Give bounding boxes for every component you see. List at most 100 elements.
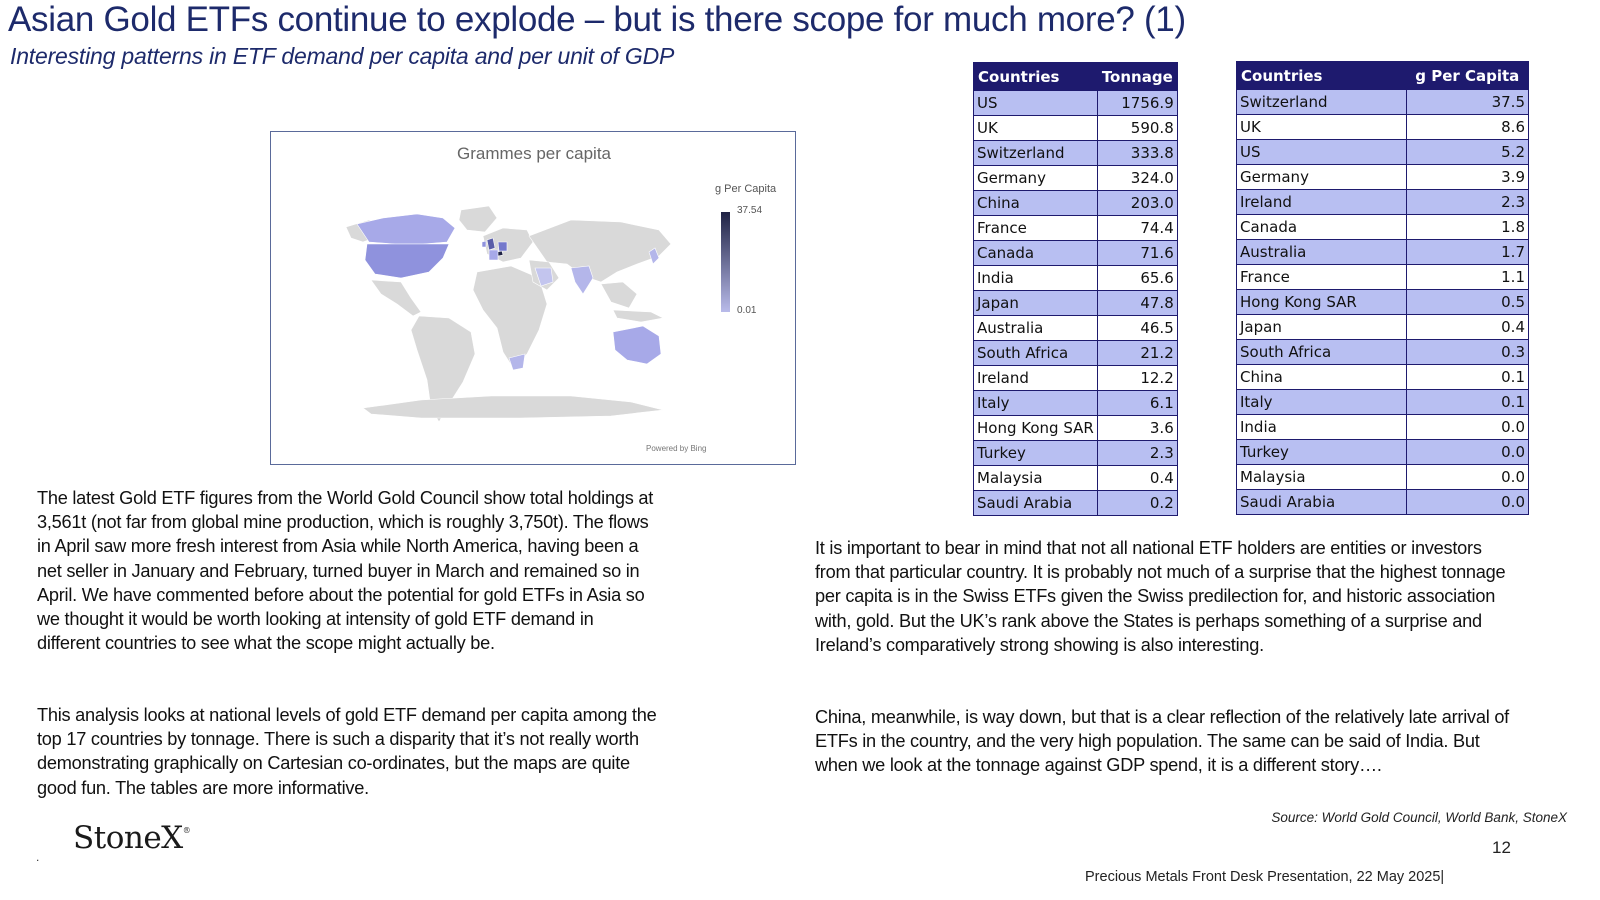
table-header-tonnage: Tonnage (1096, 62, 1178, 91)
country-cell: Switzerland (1236, 89, 1407, 115)
value-cell: 0.0 (1405, 439, 1530, 465)
country-cell: Australia (1236, 239, 1407, 265)
value-cell: 71.6 (1096, 240, 1178, 266)
stonex-logo: StoneX® (73, 820, 191, 856)
tonnage-table-row: France 74.4 (973, 215, 1178, 241)
tonnage-table-row: Italy 6.1 (973, 390, 1178, 416)
tonnage-table: Countries Tonnage US 1756.9 UK 590.8 Switzer… (973, 62, 1178, 516)
tonnage-table-row: US 1756.9 (973, 90, 1178, 116)
value-cell: 203.0 (1096, 190, 1178, 216)
legend-title: g Per Capita (715, 183, 777, 195)
per-capita-table-row: Saudi Arabia 0.0 (1236, 489, 1530, 515)
tonnage-table-row: China 203.0 (973, 190, 1178, 216)
tonnage-table-row: Japan 47.8 (973, 290, 1178, 316)
value-cell: 324.0 (1096, 165, 1178, 191)
value-cell: 333.8 (1096, 140, 1178, 166)
per-capita-table-row: Turkey 0.0 (1236, 439, 1530, 465)
value-cell: 0.0 (1405, 464, 1530, 490)
country-cell: Germany (1236, 164, 1407, 190)
value-cell: 0.3 (1405, 339, 1530, 365)
body-paragraph-left-2: This analysis looks at national levels o… (37, 705, 657, 798)
page-number: 12 (1492, 838, 1511, 857)
country-cell: US (973, 90, 1098, 116)
country-cell: Hong Kong SAR (973, 415, 1098, 441)
map-country-japan (648, 247, 660, 265)
value-cell: 0.0 (1405, 489, 1530, 515)
legend-max-label: 37.54 (737, 205, 763, 216)
country-cell: Japan (1236, 314, 1407, 340)
per-capita-table-row: Australia 1.7 (1236, 239, 1530, 265)
value-cell: 2.3 (1405, 189, 1530, 215)
table-header-row: Countries Tonnage (973, 62, 1178, 91)
table-header-g-per-capita: g Per Capita (1405, 61, 1530, 90)
map-country-canada (356, 213, 456, 245)
value-cell: 1756.9 (1096, 90, 1178, 116)
legend-min-label: 0.01 (737, 305, 757, 316)
body-paragraph-right-1: It is important to bear in mind that not… (815, 538, 1506, 655)
country-cell: Saudi Arabia (1236, 489, 1407, 515)
tonnage-table-row: Turkey 2.3 (973, 440, 1178, 466)
value-cell: 65.6 (1096, 265, 1178, 291)
per-capita-table-row: France 1.1 (1236, 264, 1530, 290)
tonnage-table-row: Hong Kong SAR 3.6 (973, 415, 1178, 441)
map-country-uk (486, 237, 496, 251)
map-country-australia (612, 325, 662, 365)
country-cell: Turkey (973, 440, 1098, 466)
map-country-ireland (481, 240, 487, 248)
tonnage-table-row: South Africa 21.2 (973, 340, 1178, 366)
value-cell: 37.5 (1405, 89, 1530, 115)
country-cell: Italy (973, 390, 1098, 416)
country-cell: South Africa (973, 340, 1098, 366)
table-header-countries: Countries (1236, 61, 1407, 90)
source-note: Source: World Gold Council, World Bank, … (1271, 810, 1567, 825)
map-country-france (488, 249, 499, 261)
logo-registered-mark: ® (182, 826, 191, 835)
value-cell: 2.3 (1096, 440, 1178, 466)
per-capita-table-row: Hong Kong SAR 0.5 (1236, 289, 1530, 315)
tonnage-table-row: Switzerland 333.8 (973, 140, 1178, 166)
per-capita-table-row: Japan 0.4 (1236, 314, 1530, 340)
per-capita-table-row: Switzerland 37.5 (1236, 89, 1530, 115)
country-cell: Ireland (973, 365, 1098, 391)
country-cell: Australia (973, 315, 1098, 341)
map-land-indonesia (612, 309, 664, 323)
value-cell: 46.5 (1096, 315, 1178, 341)
per-capita-table-row: Germany 3.9 (1236, 164, 1530, 190)
per-capita-table-row: Italy 0.1 (1236, 389, 1530, 415)
map-title: Grammes per capita (457, 144, 611, 163)
country-cell: Canada (1236, 214, 1407, 240)
body-paragraph-left-1: The latest Gold ETF figures from the Wor… (37, 488, 654, 654)
map-land-asia (528, 219, 672, 283)
page-subtitle: Interesting patterns in ETF demand per c… (10, 43, 675, 69)
country-cell: India (973, 265, 1098, 291)
table-header-countries: Countries (973, 62, 1098, 91)
value-cell: 0.0 (1405, 414, 1530, 440)
country-cell: Malaysia (973, 465, 1098, 491)
map-land-southeast-asia (600, 281, 638, 309)
tonnage-table-row: Germany 324.0 (973, 165, 1178, 191)
tonnage-table-row: Australia 46.5 (973, 315, 1178, 341)
per-capita-table-row: South Africa 0.3 (1236, 339, 1530, 365)
value-cell: 0.1 (1405, 389, 1530, 415)
value-cell: 3.9 (1405, 164, 1530, 190)
value-cell: 1.1 (1405, 264, 1530, 290)
tonnage-table-row: India 65.6 (973, 265, 1178, 291)
value-cell: 1.8 (1405, 214, 1530, 240)
body-paragraph-right-2: China, meanwhile, is way down, but that … (815, 707, 1509, 776)
tonnage-table-row: Saudi Arabia 0.2 (973, 490, 1178, 516)
value-cell: 1.7 (1405, 239, 1530, 265)
value-cell: 12.2 (1096, 365, 1178, 391)
country-cell: France (973, 215, 1098, 241)
country-cell: China (973, 190, 1098, 216)
per-capita-table-row: India 0.0 (1236, 414, 1530, 440)
country-cell: US (1236, 139, 1407, 165)
per-capita-table-row: Malaysia 0.0 (1236, 464, 1530, 490)
value-cell: 21.2 (1096, 340, 1178, 366)
value-cell: 0.5 (1405, 289, 1530, 315)
map-land-greenland (458, 205, 498, 233)
country-cell: Hong Kong SAR (1236, 289, 1407, 315)
country-cell: Germany (973, 165, 1098, 191)
tonnage-table-row: UK 590.8 (973, 115, 1178, 141)
map-land-antarctica (362, 395, 664, 419)
country-cell: China (1236, 364, 1407, 390)
